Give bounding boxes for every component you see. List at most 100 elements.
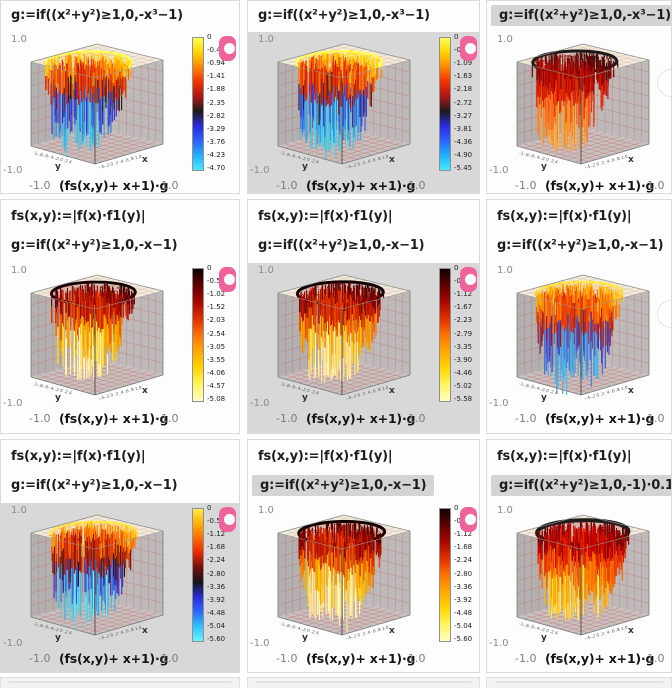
formula-g: g:=if((x²+y²)≥1,0,-x³−1)	[1, 1, 239, 31]
formula-fs: fs(x,y):=|f(x)·f1(y)|	[1, 203, 239, 231]
pink-handle-tab[interactable]	[219, 267, 236, 292]
plot-area: 1.0 -1.0 y x -1-.8-.6-.4-.2 0 .2.4 -.4-.2 0…	[1, 503, 239, 649]
colorbar: 0-0.54-1.09-1.63-2.18-2.72-3.27-3.81-4.3…	[439, 34, 479, 176]
z-axis-min-label: -1.0	[489, 165, 509, 176]
formula-g-text: g:=if((x²+y²)≥1,0,-1)·0.1	[491, 475, 671, 496]
x-max-label: 1.0	[647, 652, 665, 665]
formula-g-text: g:=if((x²+y²)≥1,0,-x³−1)	[491, 5, 671, 26]
caption-formula: (fs(x,y)+ x+1)·g	[59, 411, 169, 426]
pink-handle-tab[interactable]	[219, 36, 236, 61]
x-min-label: -1.0	[29, 652, 51, 665]
plot-area: 1.0 -1.0 y x -1-.8-.6-.4-.2 0 .2.4 -.4-.2 0…	[1, 263, 239, 409]
plot-screenshot-tile[interactable]: fs(x,y):=|f(x)·f1(y)| g:=if((x²+y²)≥1,0,…	[247, 199, 480, 434]
formula-fs: fs(x,y):=|f(x)·f1(y)|	[487, 443, 671, 471]
caption-row: -1.0 (fs(x,y)+ x+1)·g 1.0	[487, 176, 671, 193]
colorbar: 0-0.56-1.12-1.68-2.24-2.80-3.36-3.92-4.4…	[439, 505, 479, 647]
formula-g-text: g:=if((x²+y²)≥1,0,-x−1)	[11, 238, 178, 253]
formula-fs-text: fs(x,y):=|f(x)·f1(y)|	[11, 209, 146, 224]
caption-formula: (fs(x,y)+ x+1)·g	[545, 651, 655, 666]
formula-fs: fs(x,y):=|f(x)·f1(y)|	[487, 203, 671, 231]
z-axis-max-label: 1.0	[497, 265, 513, 276]
surface-plot-3d: yx-1-.8-.6-.4-.2 0 .2.4 -.4-.2 0 .2 .4 .6…	[30, 514, 164, 643]
plot-area: 1.0 -1.0 y x -1-.8-.6-.4-.2 0 .2.4 -.4-.2 0…	[487, 32, 671, 176]
colorbar: 0 -0.47 -0.94 -1.41 -1.88 -2.35 -2.82 -3.29 -3.7…	[192, 34, 239, 176]
plot-screenshot-tile[interactable]: fs(x,y):=|f(x)·f1(y)| g:=if((x²+y²)≥1,0,…	[486, 439, 672, 673]
cut-handle-circle	[658, 70, 671, 96]
formula-fs-text: fs(x,y):=|f(x)·f1(y)|	[258, 209, 393, 224]
plot-screenshot-tile[interactable]: fs(x,y):=|f(x)·f1(y)| g:=if((x²+y²)≥1,0,…	[247, 439, 480, 673]
svg-text:x: x	[389, 155, 395, 165]
plot-screenshot-tile[interactable]: g:=if((x²+y²)≥1,0,-x³−1) 1.0 -1.0 y x -1-.…	[486, 0, 672, 194]
pink-handle-tab[interactable]	[460, 507, 477, 532]
caption-row: -1.0 (fs(x,y)+ x+1)·g 1.0	[1, 409, 239, 433]
formula-g: g:=if((x²+y²)≥1,0,-x−1)	[248, 471, 479, 501]
handle-dot-icon	[224, 274, 235, 285]
caption-row: -1.0 (fs(x,y)+ x+1)·g 1.0	[487, 409, 671, 433]
caption-formula: (fs(x,y)+ x+1)·g	[306, 411, 416, 426]
caption-row: -1.0 (fs(x,y)+ x+1)·g 1.0	[487, 649, 671, 672]
pink-handle-tab[interactable]	[460, 267, 477, 292]
x-max-label: 1.0	[161, 179, 179, 192]
handle-dot-icon	[224, 43, 235, 54]
pink-handle-tab[interactable]	[460, 36, 477, 61]
formula-g-text: g:=if((x²+y²)≥1,0,-x−1)	[252, 475, 435, 496]
caption-row: -1.0 (fs(x,y)+ x+1)·g 1.0	[1, 649, 239, 672]
colorbar: 0-0.56-1.12-1.68-2.24-2.80-3.36-3.92-4.4…	[192, 505, 239, 647]
x-max-label: 1.0	[647, 412, 665, 425]
formula-g: g:=if((x²+y²)≥1,0,-x−1)	[248, 231, 479, 261]
x-max-label: 1.0	[408, 652, 426, 665]
formula-g: g:=if((x²+y²)≥1,0,-x−1)	[487, 231, 671, 261]
z-axis-min-label: -1.0	[3, 638, 23, 649]
z-axis-max-label: 1.0	[497, 34, 513, 45]
formula-fs-text: fs(x,y):=|f(x)·f1(y)|	[497, 209, 632, 224]
x-min-label: -1.0	[515, 652, 537, 665]
next-row-tile-partial[interactable]	[0, 677, 240, 688]
svg-text:y: y	[302, 393, 308, 403]
z-axis-min-label: -1.0	[489, 398, 509, 409]
svg-text:y: y	[55, 393, 61, 403]
x-max-label: 1.0	[408, 179, 426, 192]
z-axis-max-label: 1.0	[258, 265, 274, 276]
formula-g: g:=if((x²+y²)≥1,0,-1)·0.1	[487, 471, 671, 501]
x-min-label: -1.0	[276, 179, 298, 192]
surface-plot-3d: yx-1-.8-.6-.4-.2 0 .2.4 -.4-.2 0 .2 .4 .6…	[516, 514, 650, 643]
next-row-tile-partial[interactable]	[486, 677, 672, 688]
plot-screenshot-tile[interactable]: fs(x,y):=|f(x)·f1(y)| g:=if((x²+y²)≥1,0,…	[486, 199, 672, 434]
formula-g: g:=if((x²+y²)≥1,0,-x³−1)	[248, 1, 479, 31]
handle-dot-icon	[224, 514, 235, 525]
pink-handle-tab[interactable]	[219, 507, 236, 532]
formula-g-text: g:=if((x²+y²)≥1,0,-x³−1)	[258, 8, 430, 23]
surface-plot-3d: yx-1-.8-.6-.4-.2 0 .2.4 -.4-.2 0 .2 .4 .6…	[30, 43, 164, 172]
z-axis-max-label: 1.0	[258, 505, 274, 516]
formula-fs: fs(x,y):=|f(x)·f1(y)|	[248, 443, 479, 471]
next-row-tile-partial[interactable]	[247, 677, 480, 688]
handle-dot-icon	[465, 514, 476, 525]
svg-text:x: x	[142, 155, 148, 165]
plot-area: 1.0 -1.0 y x -1-.8-.6-.4-.2 0 .2.4 -.4-.2 0…	[487, 263, 671, 409]
plot-screenshot-tile[interactable]: g:=if((x²+y²)≥1,0,-x³−1) 1.0 -1.0 y x -1-.…	[247, 0, 480, 194]
surface-plot-3d: yx-1-.8-.6-.4-.2 0 .2.4 -.4-.2 0 .2 .4 .6…	[277, 274, 411, 403]
plot-screenshot-tile[interactable]: fs(x,y):=|f(x)·f1(y)| g:=if((x²+y²)≥1,0,…	[0, 439, 240, 673]
caption-formula: (fs(x,y)+ x+1)·g	[59, 178, 169, 193]
caption-formula: (fs(x,y)+ x+1)·g	[306, 651, 416, 666]
formula-fs-text: fs(x,y):=|f(x)·f1(y)|	[258, 449, 393, 464]
z-axis-max-label: 1.0	[11, 265, 27, 276]
surface-plot-3d: yx-1-.8-.6-.4-.2 0 .2.4 -.4-.2 0 .2 .4 .6…	[30, 274, 164, 403]
formula-fs-text: fs(x,y):=|f(x)·f1(y)|	[497, 449, 632, 464]
x-min-label: -1.0	[29, 412, 51, 425]
formula-g: g:=if((x²+y²)≥1,0,-x−1)	[1, 471, 239, 501]
z-axis-min-label: -1.0	[3, 165, 23, 176]
plot-screenshot-tile[interactable]: fs(x,y):=|f(x)·f1(y)| g:=if((x²+y²)≥1,0,…	[0, 199, 240, 434]
z-axis-min-label: -1.0	[250, 638, 270, 649]
svg-text:x: x	[142, 386, 148, 396]
caption-row: -1.0 (fs(x,y)+ x+1)·g 1.0	[248, 409, 479, 433]
z-axis-min-label: -1.0	[489, 638, 509, 649]
x-max-label: 1.0	[408, 412, 426, 425]
plot-area: 1.0 -1.0 y x -1-.8-.6-.4-.2 0 .2.4 -.4-.2 0…	[248, 32, 479, 176]
x-max-label: 1.0	[161, 652, 179, 665]
plot-screenshot-tile[interactable]: g:=if((x²+y²)≥1,0,-x³−1) 1.0 -1.0 y x -1-.…	[0, 0, 240, 194]
colorbar: 0 -0.51 -1.02 -1.52 -2.03 -2.54 -3.05 -3.55 -4.0…	[192, 265, 239, 407]
caption-formula: (fs(x,y)+ x+1)·g	[545, 411, 655, 426]
surface-plot-3d: yx-1-.8-.6-.4-.2 0 .2.4 -.4-.2 0 .2 .4 .6…	[277, 43, 411, 172]
caption-row: -1.0 (fs(x,y)+ x+1)·g 1.0	[248, 176, 479, 193]
